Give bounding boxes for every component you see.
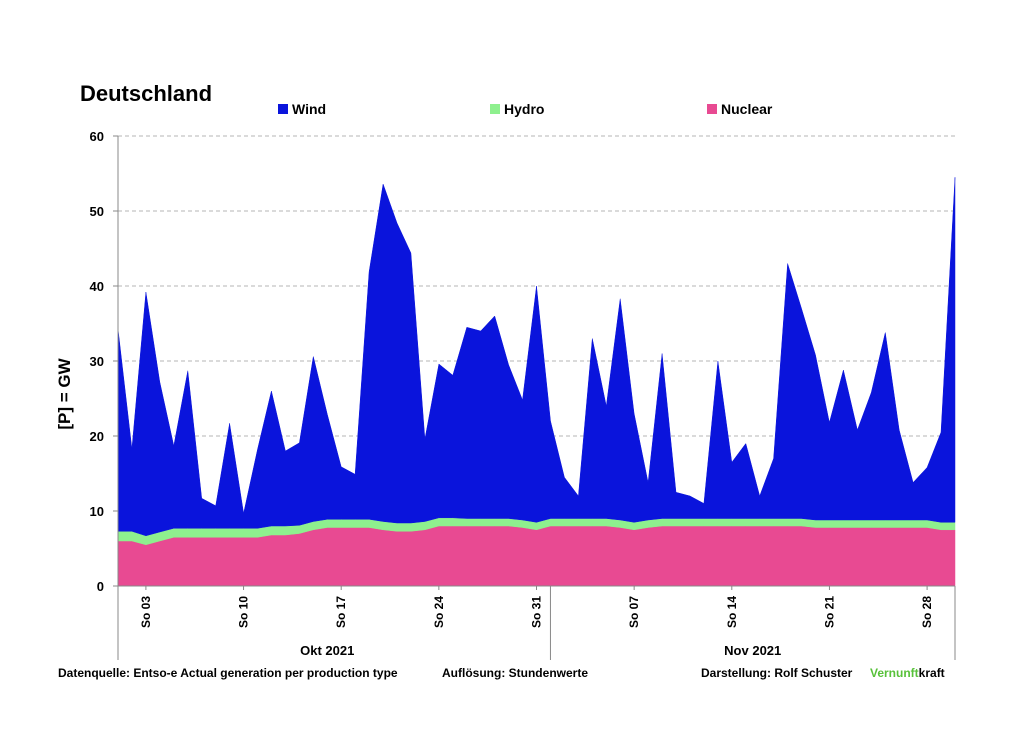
x-tick-label: So 21 [822, 596, 836, 628]
y-axis-label: [P] = GW [55, 357, 74, 429]
y-tick-label: 0 [97, 579, 104, 594]
data-point-wind [131, 448, 132, 449]
data-point-wind [745, 443, 746, 444]
x-tick-label: So 07 [627, 596, 641, 628]
chart-title: Deutschland [80, 81, 212, 106]
data-point-wind [717, 360, 718, 361]
data-point-wind [536, 285, 537, 286]
data-point-wind [187, 370, 188, 371]
x-tick-label: So 28 [920, 596, 934, 628]
x-tick-label: So 10 [237, 596, 251, 628]
data-point-wind [243, 513, 244, 514]
x-tick-label: So 31 [530, 596, 544, 628]
x-tick-label: So 03 [139, 596, 153, 628]
data-point-wind [508, 364, 509, 365]
footer-resolution: Auflösung: Stundenwerte [442, 666, 588, 680]
footer-brand: Vernunftkraft [870, 666, 945, 680]
data-point-wind [173, 445, 174, 446]
data-point-wind [299, 442, 300, 443]
data-point-wind [159, 381, 160, 382]
legend-label-nuclear: Nuclear [721, 101, 773, 117]
data-point-wind [661, 353, 662, 354]
data-point-wind [382, 183, 383, 184]
data-point-wind [913, 482, 914, 483]
data-point-wind [410, 252, 411, 253]
month-label: Nov 2021 [724, 643, 781, 658]
data-point-wind [954, 177, 955, 178]
brand-green-text: Vernunft [870, 666, 919, 680]
data-point-wind [327, 414, 328, 415]
data-point-wind [940, 432, 941, 433]
legend: Wind Hydro Nuclear [278, 101, 773, 117]
y-tick-label: 30 [90, 354, 104, 369]
data-point-wind [424, 438, 425, 439]
legend-swatch-hydro [490, 104, 500, 114]
data-point-wind [452, 375, 453, 376]
legend-label-hydro: Hydro [504, 101, 544, 117]
x-tick-label: So 24 [432, 596, 446, 628]
y-axis-ticks: 0 10 20 30 40 50 60 [90, 129, 118, 594]
data-point-wind [313, 356, 314, 357]
y-tick-label: 10 [90, 504, 104, 519]
legend-label-wind: Wind [292, 101, 326, 117]
data-point-wind [773, 458, 774, 459]
data-point-wind [829, 422, 830, 423]
legend-swatch-nuclear [707, 104, 717, 114]
x-tick-label: So 17 [334, 596, 348, 628]
data-point-wind [675, 492, 676, 493]
data-point-wind [871, 392, 872, 393]
brand-black-text: kraft [918, 666, 945, 680]
data-point-wind [927, 467, 928, 468]
y-tick-label: 50 [90, 204, 104, 219]
data-point-wind [215, 505, 216, 506]
data-point-wind [787, 263, 788, 264]
data-point-wind [648, 482, 649, 483]
x-axis-ticks: So 03 So 10 So 17 So 24 So 31 So 07 So 14 So 21… [139, 586, 934, 658]
series-area-wind [117, 177, 956, 537]
data-point-wind [522, 399, 523, 400]
data-point-wind [369, 271, 370, 272]
data-point-wind [466, 327, 467, 328]
data-point-wind [592, 338, 593, 339]
data-point-wind [689, 495, 690, 496]
data-point-wind [355, 474, 356, 475]
data-point-wind [480, 330, 481, 331]
data-point-wind [271, 390, 272, 391]
data-point-wind [703, 503, 704, 504]
data-point-wind [606, 405, 607, 406]
data-point-wind [620, 298, 621, 299]
y-tick-label: 40 [90, 279, 104, 294]
data-point-wind [438, 363, 439, 364]
data-point-wind [731, 462, 732, 463]
data-point-wind [634, 413, 635, 414]
data-point-wind [564, 477, 565, 478]
data-point-wind [257, 449, 258, 450]
data-point-wind [494, 315, 495, 316]
data-point-wind [145, 291, 146, 292]
data-point-wind [201, 498, 202, 499]
data-point-wind [396, 222, 397, 223]
y-tick-label: 60 [90, 129, 104, 144]
data-point-wind [285, 450, 286, 451]
x-tick-label: So 14 [725, 596, 739, 628]
data-point-wind [857, 429, 858, 430]
data-point-wind [341, 466, 342, 467]
data-point-wind [550, 420, 551, 421]
data-point-wind [229, 423, 230, 424]
data-point-wind [843, 369, 844, 370]
data-point-wind [815, 354, 816, 355]
series-layer [117, 177, 956, 587]
y-tick-label: 20 [90, 429, 104, 444]
data-point-wind [801, 308, 802, 309]
data-point-wind [578, 495, 579, 496]
data-point-wind [759, 495, 760, 496]
month-label: Okt 2021 [300, 643, 354, 658]
data-point-wind [885, 332, 886, 333]
footer-source: Datenquelle: Entso-e Actual generation p… [58, 666, 398, 680]
data-point-wind [899, 429, 900, 430]
footer-credit: Darstellung: Rolf Schuster [701, 666, 853, 680]
legend-swatch-wind [278, 104, 288, 114]
